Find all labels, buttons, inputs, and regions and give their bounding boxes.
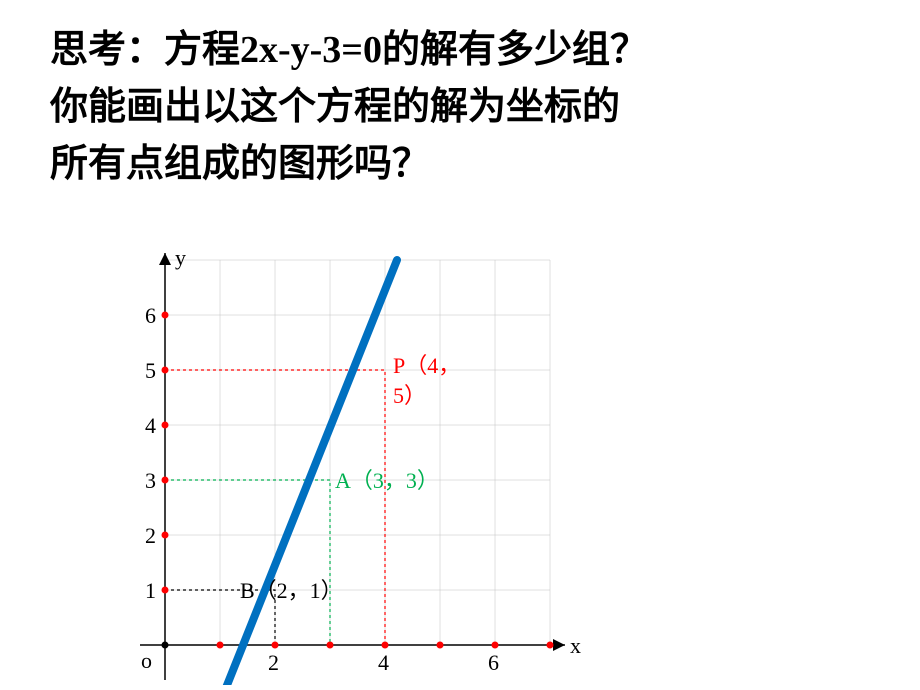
- origin-label: o: [141, 648, 152, 673]
- y-arrow-icon: [159, 253, 171, 265]
- y-tick-2: 2: [145, 523, 156, 548]
- y-tick-6: 6: [145, 303, 156, 328]
- x-arrow-icon: [553, 639, 565, 651]
- question-line-2: 你能画出以这个方程的解为坐标的: [50, 79, 870, 136]
- point-label-p-line2: 5）: [393, 383, 426, 408]
- y-tick-5: 5: [145, 358, 156, 383]
- point-label-b: B（2，1）: [240, 578, 343, 603]
- question-block: 思考：方程2x-y-3=0的解有多少组？ 你能画出以这个方程的解为坐标的 所有点…: [50, 22, 870, 193]
- grid: [165, 260, 550, 645]
- question-line-3: 所有点组成的图形吗？: [50, 136, 870, 193]
- y-tick-labels: 1 2 3 4 5 6: [145, 303, 156, 603]
- x-axis-label: x: [570, 633, 581, 658]
- y-tick-3: 3: [145, 468, 156, 493]
- y-tick-1: 1: [145, 578, 156, 603]
- x-tick-2: 2: [268, 650, 279, 675]
- axes: [140, 253, 565, 680]
- point-label-a: A（3，3）: [335, 468, 439, 493]
- x-tick-labels: 2 4 6: [268, 650, 499, 675]
- question-line-1: 思考：方程2x-y-3=0的解有多少组？: [50, 22, 870, 79]
- guide-line-a: [165, 480, 330, 645]
- x-tick-6: 6: [488, 650, 499, 675]
- coordinate-chart: 2 4 6 1 2 3 4 5 6 x y o P（4， 5） A（3，3） B…: [135, 245, 595, 685]
- x-tick-4: 4: [378, 650, 389, 675]
- point-label-p-line1: P（4，: [393, 353, 460, 378]
- y-axis-label: y: [175, 245, 186, 270]
- y-tick-4: 4: [145, 413, 156, 438]
